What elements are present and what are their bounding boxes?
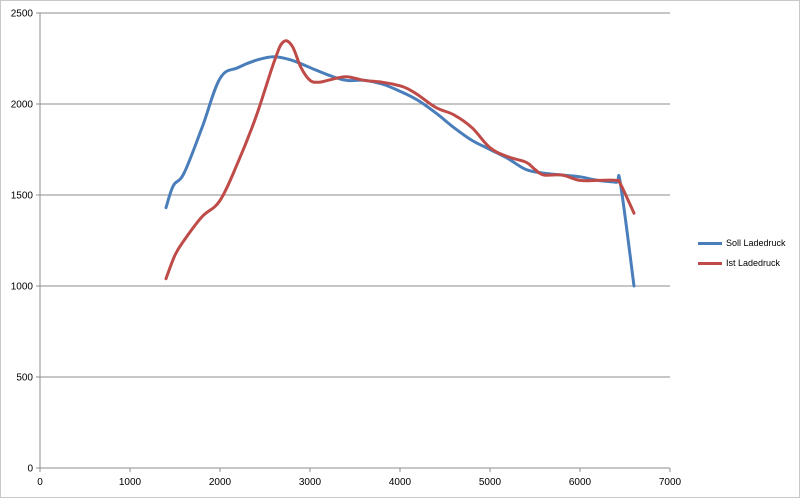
- y-tick-label-1500: 1500: [11, 191, 34, 202]
- legend-item-ist: Ist Ladedruck: [698, 253, 786, 273]
- y-tick-label-500: 500: [16, 373, 33, 384]
- grid-lines: [40, 12, 670, 378]
- x-tick-label-5000: 5000: [479, 477, 502, 488]
- y-tick-label-2500: 2500: [11, 9, 34, 20]
- y-tick-label-1000: 1000: [11, 282, 34, 293]
- legend: Soll Ladedruck Ist Ladedruck: [698, 233, 786, 273]
- x-tick-label-6000: 6000: [569, 477, 592, 488]
- legend-label-ist: Ist Ladedruck: [726, 258, 781, 268]
- series-line-ist-ladedruck: [164, 39, 636, 281]
- axes: [36, 12, 671, 472]
- legend-swatch-ist: [698, 261, 722, 265]
- legend-swatch-soll: [698, 241, 722, 245]
- x-tick-label-7000: 7000: [659, 477, 682, 488]
- legend-item-soll: Soll Ladedruck: [698, 233, 786, 253]
- series-lines: [164, 39, 636, 288]
- legend-label-soll: Soll Ladedruck: [726, 238, 786, 248]
- x-tick-label-1000: 1000: [119, 477, 142, 488]
- x-tick-label-4000: 4000: [389, 477, 412, 488]
- y-tick-label-0: 0: [27, 464, 33, 475]
- x-axis-tick-labels: 0 1000 2000 3000 4000 5000 6000 7000: [37, 477, 681, 488]
- y-tick-label-2000: 2000: [11, 100, 34, 111]
- series-line-soll-ladedruck: [164, 55, 636, 288]
- x-tick-label-0: 0: [37, 477, 43, 488]
- x-tick-label-3000: 3000: [299, 477, 322, 488]
- x-tick-label-2000: 2000: [209, 477, 232, 488]
- y-axis-tick-labels: 0 500 1000 1500 2000 2500: [11, 9, 34, 475]
